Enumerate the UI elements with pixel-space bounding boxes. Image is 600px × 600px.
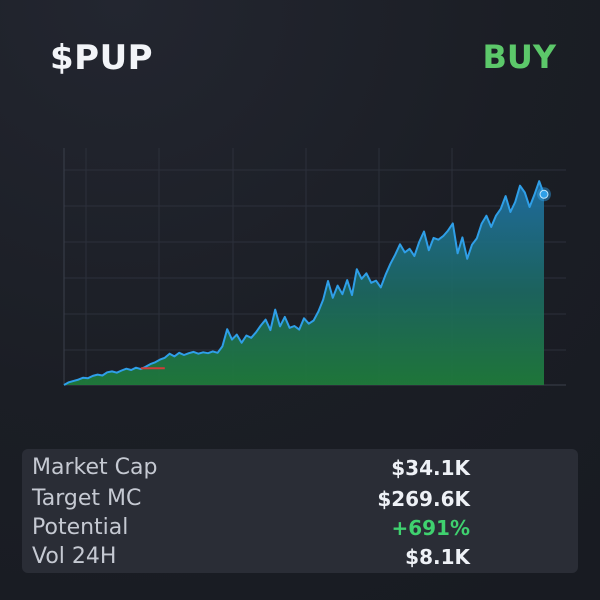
price-area xyxy=(64,181,544,385)
stat-value-target-mc: $269.6K xyxy=(377,487,470,511)
stat-value-vol-24h: $8.1K xyxy=(405,545,470,569)
stat-label-target-mc: Target MC xyxy=(32,486,142,511)
end-point-marker[interactable] xyxy=(539,189,549,199)
stat-label-vol-24h: Vol 24H xyxy=(32,544,117,569)
stat-value-market-cap: $34.1K xyxy=(391,456,470,480)
stat-value-potential: +691% xyxy=(391,516,470,540)
price-chart xyxy=(63,148,566,386)
stat-row-potential: Potential +691% xyxy=(22,513,578,541)
buy-signal-label[interactable]: BUY xyxy=(482,38,556,76)
stat-label-potential: Potential xyxy=(32,515,129,540)
stat-row-vol-24h: Vol 24H $8.1K xyxy=(22,542,578,570)
stat-row-market-cap: Market Cap $34.1K xyxy=(22,453,578,481)
stat-label-market-cap: Market Cap xyxy=(32,455,158,480)
stats-panel: Market Cap $34.1K Target MC $269.6K Pote… xyxy=(22,449,578,573)
stat-row-target-mc: Target MC $269.6K xyxy=(22,484,578,512)
token-ticker: $PUP xyxy=(50,38,154,78)
